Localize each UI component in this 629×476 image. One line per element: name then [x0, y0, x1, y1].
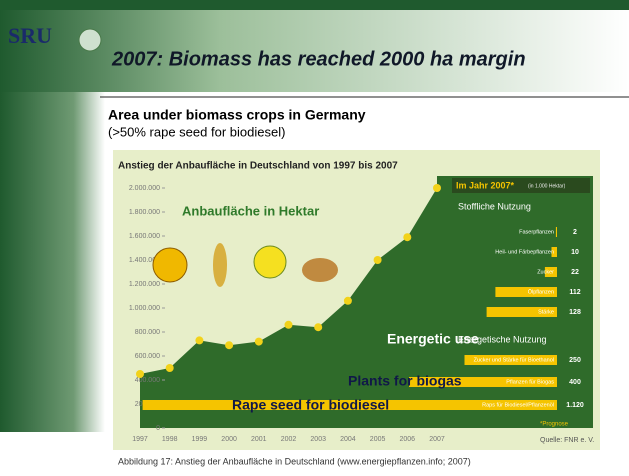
value-label: 128 [569, 309, 581, 316]
heading: Area under biomass crops in Germany [108, 107, 366, 123]
x-tick-label: 2006 [400, 436, 416, 443]
y-tick-label: 1.800.000 [129, 209, 160, 216]
y-tick-label: 1.000.000 [129, 305, 160, 312]
panel-unit: (in 1.000 Hektar) [528, 183, 566, 189]
point [314, 323, 323, 332]
y-tick-label: 1.400.000 [129, 257, 160, 264]
point [225, 341, 234, 350]
bar [464, 355, 557, 365]
point [403, 233, 412, 242]
bar [544, 267, 557, 277]
y-tick-label: 0 [156, 425, 160, 432]
value-label: 1.120 [566, 402, 584, 409]
point [165, 364, 174, 372]
y-tick-label: 1.200.000 [129, 281, 160, 288]
area-extension [437, 176, 593, 428]
annotation: Energetic use [387, 331, 479, 347]
icon-rape [253, 245, 287, 279]
subheading: (>50% rape seed for biodiesel) [108, 124, 285, 139]
point [254, 337, 263, 346]
slide-title: 2007: Biomass has reached 2000 ha margin [111, 48, 526, 70]
bar-label: Ölpflanzen [528, 288, 554, 295]
panel-title-box [452, 178, 590, 193]
bar [555, 227, 557, 237]
caption: Abbildung 17: Anstieg der Anbaufläche in… [118, 456, 471, 466]
series-label: Anbaufläche in Hektar [182, 203, 319, 218]
x-tick-label: 2002 [281, 436, 297, 443]
bar [142, 400, 557, 410]
source: Quelle: FNR e. V. [540, 437, 594, 444]
x-tick-label: 1998 [162, 436, 178, 443]
value-label: 10 [571, 249, 579, 256]
x-tick-label: 2000 [221, 436, 237, 443]
x-tick-label: 1997 [132, 436, 148, 443]
icon-wheat [213, 243, 227, 287]
x-tick-label: 2007 [429, 436, 445, 443]
point [195, 336, 204, 345]
x-tick-label: 2004 [340, 436, 356, 443]
bar-label: Pflanzen für Biogas [506, 379, 554, 385]
bar-label: Raps für Biodiesel/Pflanzenöl [482, 402, 554, 408]
bar-label: Zucker [537, 269, 554, 275]
y-tick-label: 1.600.000 [129, 233, 160, 240]
x-tick-label: 2001 [251, 436, 267, 443]
area [140, 188, 437, 428]
point [433, 184, 441, 192]
logo-globe [78, 28, 102, 52]
y-tick-label: 400.000 [135, 377, 160, 384]
icon-sunflower [152, 247, 188, 283]
footnote: *Prognose [540, 422, 569, 428]
icon-potato [302, 258, 338, 282]
value-label: 112 [569, 289, 580, 296]
point [343, 296, 352, 305]
bar-label: Heil- und Färbepflanzen [495, 249, 554, 255]
bar [551, 247, 557, 257]
header-band [0, 0, 629, 92]
point [136, 370, 144, 378]
annotation: Rape seed for biodiesel [232, 397, 389, 413]
x-tick-label: 2005 [370, 436, 386, 443]
bar [495, 287, 557, 297]
y-tick-label: 2.000.000 [129, 185, 160, 192]
value-label: 2 [573, 229, 577, 236]
value-label: 22 [571, 269, 579, 276]
top-strip [0, 0, 629, 10]
group-title: Energetische Nutzung [458, 334, 547, 344]
left-band [0, 92, 105, 432]
x-tick-label: 1999 [192, 436, 208, 443]
annotation: Plants for biogas [348, 373, 462, 389]
bar [409, 377, 557, 387]
bar-label: Zucker und Stärke für Bioethanol [474, 357, 554, 363]
logo: SRU [8, 23, 52, 48]
chart-title: Anstieg der Anbaufläche in Deutschland v… [118, 161, 398, 172]
bar-label: Faserpflanzen [519, 229, 554, 235]
y-tick-label: 600.000 [135, 353, 160, 360]
bar [486, 307, 557, 317]
group-title: Stoffliche Nutzung [458, 201, 531, 211]
bar-label: Stärke [538, 309, 554, 315]
point [284, 320, 293, 329]
value-label: 400 [569, 379, 581, 386]
x-tick-label: 2003 [310, 436, 326, 443]
y-tick-label: 800.000 [135, 329, 160, 336]
value-label: 250 [569, 357, 581, 364]
point [373, 256, 382, 264]
panel-title: Im Jahr 2007* [456, 180, 515, 190]
